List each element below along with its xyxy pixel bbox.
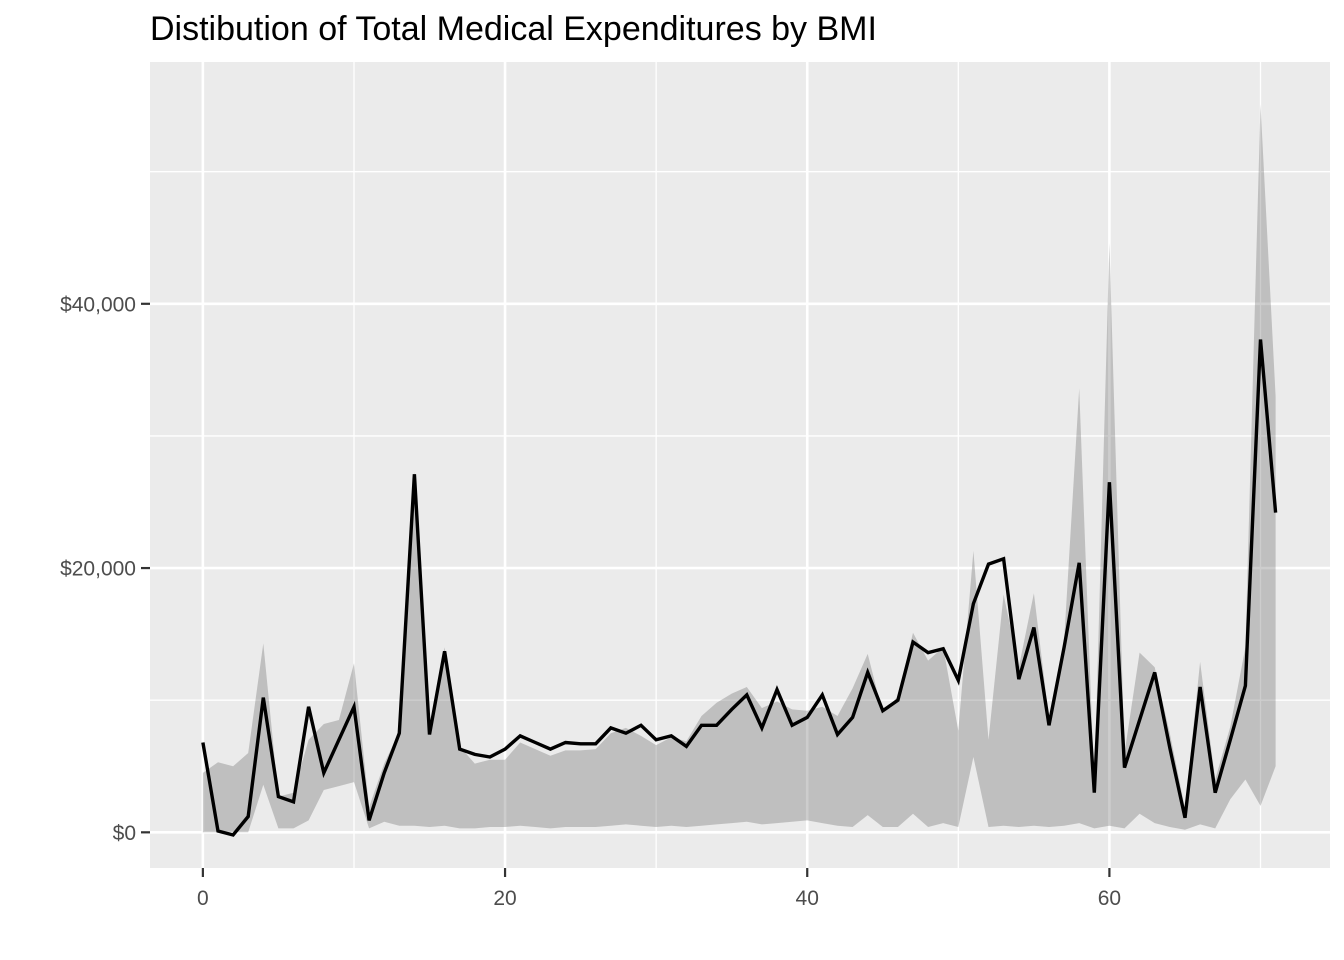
axis-tick-marks: [141, 302, 1111, 877]
x-axis-labels: 0 20 40 60: [197, 887, 1121, 910]
x-tick-label: 20: [493, 887, 516, 910]
y-axis-labels: $0 $20,000 $40,000: [60, 293, 136, 845]
y-tick-label: $20,000: [60, 558, 136, 581]
major-gridlines: [150, 62, 1330, 868]
x-tick-label: 60: [1098, 887, 1121, 910]
x-tick-label: 40: [796, 887, 819, 910]
confidence-ribbon: [202, 104, 1276, 833]
minor-gridlines: [150, 62, 1330, 868]
y-tick-label: $40,000: [60, 293, 136, 316]
panel-background: [150, 62, 1330, 868]
chart-title: Distibution of Total Medical Expenditure…: [150, 10, 877, 48]
x-tick-label: 0: [197, 887, 209, 910]
y-tick-label: $0: [113, 822, 136, 845]
mean-line: [201, 339, 1278, 837]
